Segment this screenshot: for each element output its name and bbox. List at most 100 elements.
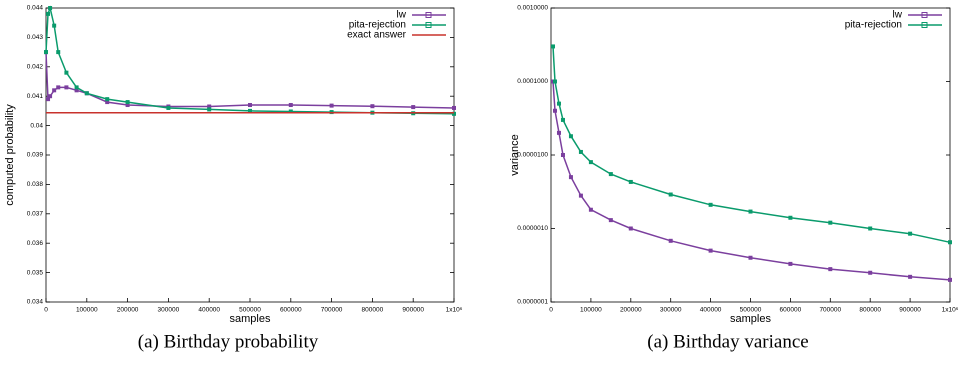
x-axis-label: samples	[230, 313, 271, 325]
data-point	[370, 104, 375, 109]
legend-marker	[425, 22, 432, 28]
data-point	[288, 109, 293, 114]
data-point	[105, 100, 110, 105]
x-tick-label: 400000	[700, 307, 722, 314]
x-tick-label: 0	[549, 307, 553, 314]
data-point	[46, 97, 51, 102]
data-point	[556, 130, 561, 135]
data-point	[452, 105, 456, 110]
data-point	[248, 108, 252, 113]
series-line	[552, 81, 951, 281]
x-tick-label: 600000	[280, 307, 302, 314]
data-point	[74, 88, 79, 93]
x-tick-label: 800000	[362, 307, 384, 314]
data-point	[788, 215, 793, 220]
x-tick-label: 300000	[660, 307, 682, 314]
x-tick-label: 700000	[819, 307, 841, 314]
x-tick-label: 100000	[580, 307, 602, 314]
y-tick-label: 0.0000001	[517, 299, 548, 306]
legend-marker	[425, 12, 432, 18]
x-tick-label: 0	[44, 307, 48, 314]
data-point	[56, 50, 61, 55]
data-point	[556, 101, 561, 106]
y-tick-label: 0.044	[27, 5, 44, 12]
data-point	[668, 192, 673, 197]
data-point	[207, 107, 212, 112]
x-tick-label: 500000	[740, 307, 762, 314]
x-tick-label: 700000	[321, 307, 343, 314]
y-tick-label: 0.043	[27, 34, 44, 41]
data-point	[828, 220, 833, 225]
data-point	[568, 134, 573, 139]
x-tick-label: 1x10⁶	[942, 307, 958, 314]
data-point	[948, 277, 952, 282]
legend-label: pita-rejection	[845, 20, 902, 31]
y-tick-label: 0.038	[27, 181, 44, 188]
y-axis-label: computed probability	[4, 104, 16, 206]
caption: (a) Birthday variance	[647, 331, 808, 352]
y-tick-label: 0.036	[27, 240, 44, 247]
data-point	[44, 50, 48, 55]
data-point	[288, 103, 293, 108]
data-point	[166, 105, 171, 110]
data-point	[568, 175, 573, 180]
x-tick-label: 600000	[780, 307, 802, 314]
y-tick-label: 0.037	[27, 211, 44, 218]
x-tick-label: 200000	[117, 307, 139, 314]
x-tick-label: 400000	[198, 307, 220, 314]
data-point	[552, 79, 557, 84]
y-axis-label: variance	[509, 134, 521, 176]
data-point	[125, 103, 130, 108]
data-point	[908, 274, 913, 279]
data-point	[868, 270, 873, 275]
x-tick-label: 500000	[239, 307, 261, 314]
data-point	[56, 85, 61, 90]
data-point	[708, 202, 713, 207]
data-point	[552, 108, 557, 113]
data-point	[628, 226, 633, 231]
x-tick-label: 900000	[402, 307, 424, 314]
data-point	[64, 85, 69, 90]
data-point	[668, 238, 673, 243]
data-point	[608, 218, 613, 223]
data-point	[948, 240, 952, 245]
data-point	[248, 103, 252, 108]
y-tick-label: 0.0000100	[517, 152, 548, 159]
data-point	[908, 231, 913, 236]
data-point	[84, 91, 89, 96]
y-tick-label: 0.0010000	[517, 5, 548, 12]
data-point	[207, 104, 212, 109]
data-point	[452, 111, 456, 116]
x-tick-label: 1x10⁶	[446, 307, 463, 314]
y-tick-label: 0.04	[30, 122, 43, 129]
data-point	[560, 153, 565, 157]
data-point	[52, 23, 57, 28]
y-tick-label: 0.042	[27, 64, 44, 71]
data-point	[578, 149, 583, 154]
data-point	[411, 105, 416, 110]
legend-marker	[921, 22, 928, 28]
y-tick-label: 0.034	[27, 299, 44, 306]
data-point	[105, 97, 110, 102]
x-tick-label: 800000	[859, 307, 881, 314]
x-tick-label: 300000	[158, 307, 180, 314]
data-point	[588, 160, 593, 165]
data-point	[578, 193, 583, 198]
legend-label: lw	[397, 10, 407, 21]
data-point	[628, 179, 633, 184]
x-axis-label: samples	[730, 313, 771, 325]
legend-marker	[921, 12, 928, 18]
caption: (a) Birthday probability	[138, 331, 319, 352]
data-point	[560, 117, 565, 122]
data-point	[52, 88, 57, 93]
x-tick-label: 200000	[620, 307, 642, 314]
data-point	[48, 94, 53, 99]
data-point	[708, 248, 713, 253]
data-point	[48, 6, 53, 10]
y-tick-label: 0.0000010	[517, 225, 548, 232]
data-point	[608, 172, 613, 177]
data-point	[828, 267, 833, 272]
data-point	[588, 207, 593, 212]
data-point	[64, 70, 69, 75]
